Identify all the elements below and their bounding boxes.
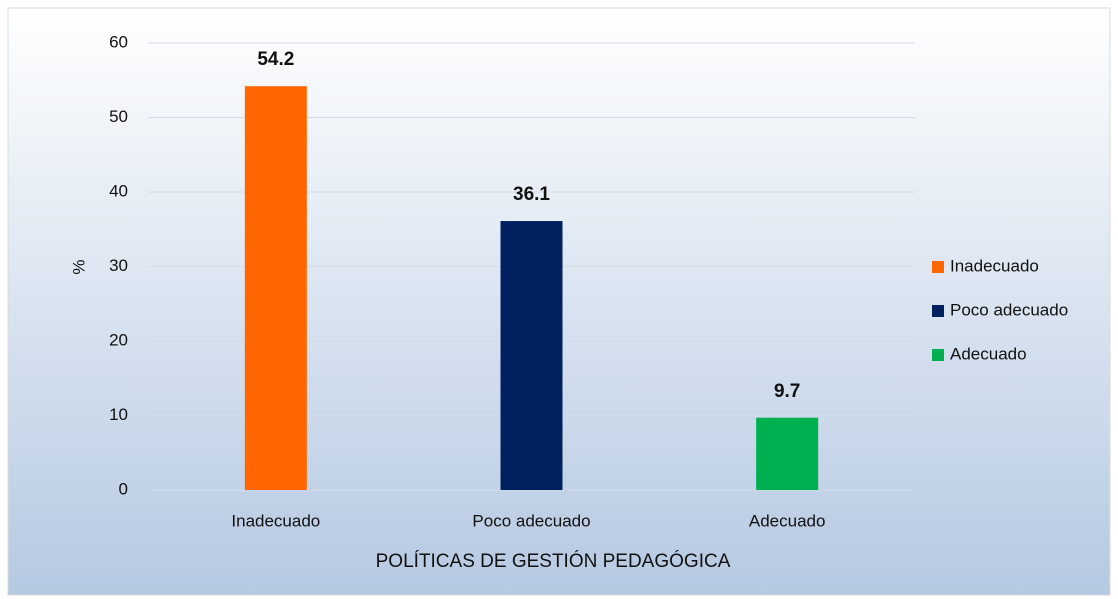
x-tick-label: Inadecuado: [231, 511, 320, 530]
x-tick-label: Poco adecuado: [472, 511, 590, 530]
data-label: 9.7: [774, 381, 800, 402]
legend-label: Adecuado: [950, 344, 1027, 363]
x-tick-label: Adecuado: [749, 511, 826, 530]
legend-swatch: [932, 305, 944, 317]
y-tick-label: 0: [119, 479, 128, 498]
y-tick-label: 60: [109, 32, 128, 51]
y-tick-label: 50: [109, 107, 128, 126]
legend-swatch: [932, 261, 944, 273]
legend-label: Inadecuado: [950, 256, 1039, 275]
y-tick-label: 40: [109, 181, 128, 200]
x-axis-label: POLÍTICAS DE GESTIÓN PEDAGÓGICA: [376, 550, 731, 572]
y-axis-label: %: [69, 259, 88, 274]
bar: [756, 417, 819, 490]
y-tick-label: 10: [109, 405, 128, 424]
legend-label: Poco adecuado: [950, 300, 1068, 319]
y-tick-label: 30: [109, 256, 128, 275]
data-label: 54.2: [257, 49, 294, 70]
bar: [500, 221, 563, 490]
y-tick-label: 20: [109, 330, 128, 349]
legend-swatch: [932, 349, 944, 361]
bar: [244, 86, 307, 491]
data-label: 36.1: [513, 184, 550, 205]
